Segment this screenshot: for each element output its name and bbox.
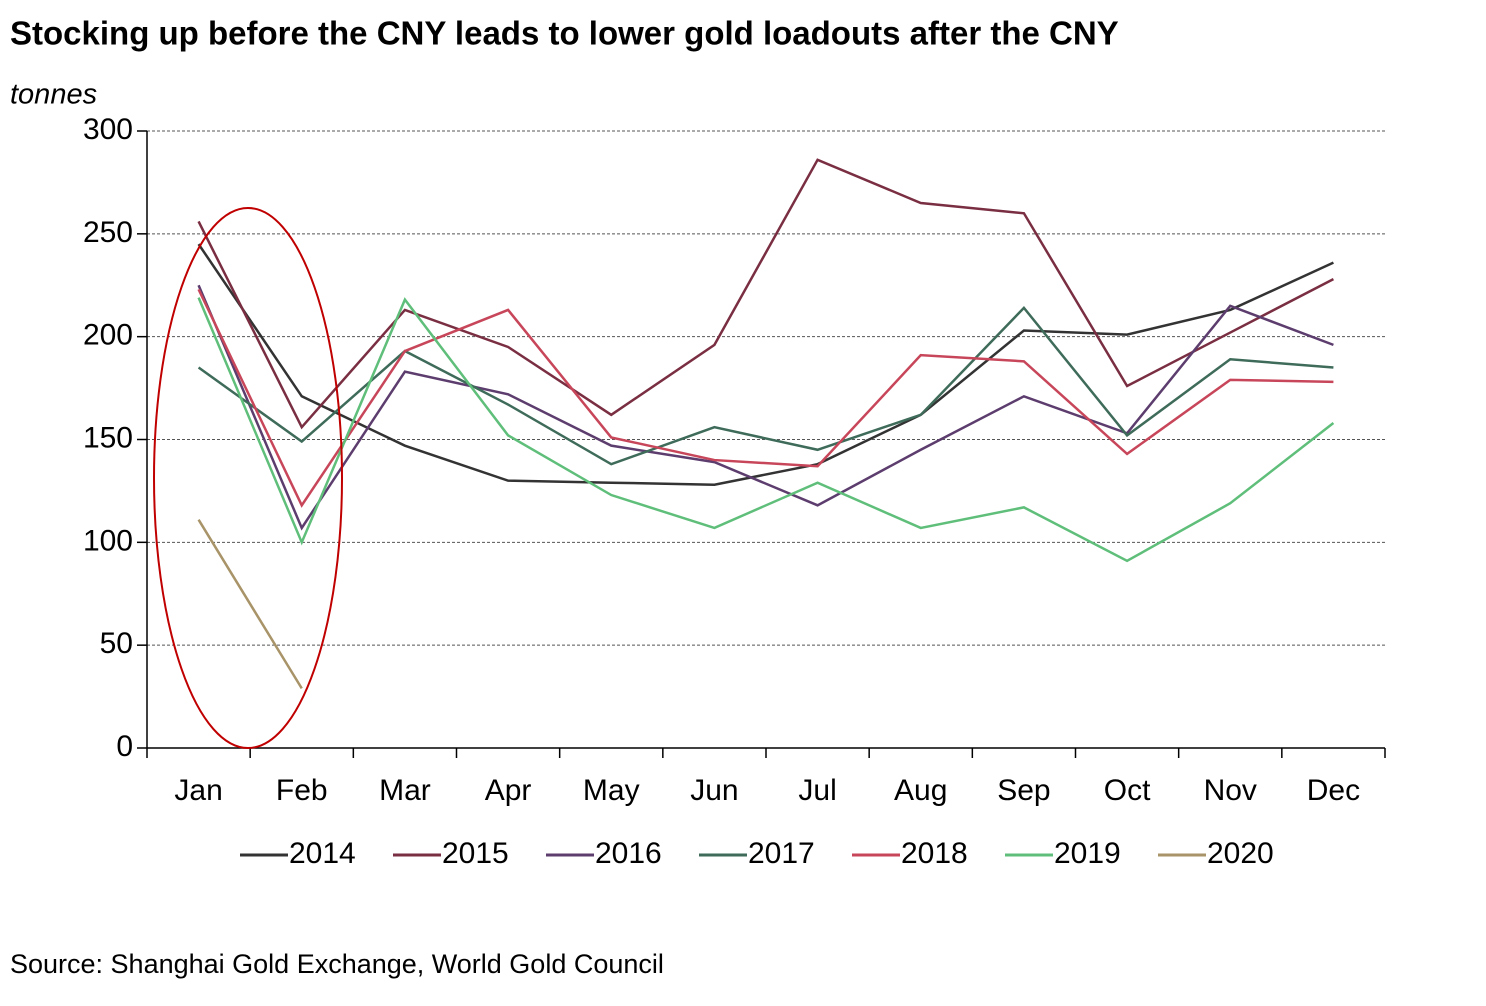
x-tick-label: Apr [485, 774, 532, 807]
line-series [197, 297, 1335, 563]
x-tick-label: Sep [997, 774, 1050, 807]
source: Source: Shanghai Gold Exchange, World Go… [10, 949, 664, 979]
x-tick-label: Jan [174, 774, 222, 807]
y-tick-label: 150 [83, 421, 133, 454]
legend-label: 2015 [442, 837, 509, 870]
x-tick-label: May [583, 774, 640, 807]
x-tick-label: Mar [379, 774, 431, 807]
y-tick-label: 300 [83, 113, 133, 146]
legend-label: 2020 [1207, 837, 1274, 870]
legend-label: 2017 [748, 837, 815, 870]
x-tick-label: Aug [894, 774, 947, 807]
line-series [197, 519, 303, 690]
y-axis-label: tonnes [10, 79, 97, 111]
legend-label: 2014 [289, 837, 356, 870]
x-tick-label: Dec [1307, 774, 1360, 807]
legend-label: 2019 [1054, 837, 1121, 870]
chart-title: Stocking up before the CNY leads to lowe… [10, 15, 1119, 52]
x-tick-label: Jul [798, 774, 836, 807]
y-tick-label: 0 [116, 730, 133, 763]
y-tick-label: 50 [100, 627, 133, 660]
legend-label: 2018 [901, 837, 968, 870]
legend-label: 2016 [595, 837, 662, 870]
y-tick-label: 200 [83, 319, 133, 352]
x-tick-label: Feb [276, 774, 328, 807]
line-series [197, 305, 1334, 466]
line-series [197, 158, 1334, 430]
highlight-ellipse [153, 207, 343, 749]
y-tick-label: 100 [83, 524, 133, 557]
y-tick-label: 250 [83, 216, 133, 249]
line-series [197, 243, 1334, 486]
line-series [197, 284, 1334, 531]
x-tick-label: Nov [1204, 774, 1257, 807]
line-series [197, 288, 1334, 508]
x-tick-label: Oct [1104, 774, 1151, 807]
x-tick-label: Jun [690, 774, 738, 807]
